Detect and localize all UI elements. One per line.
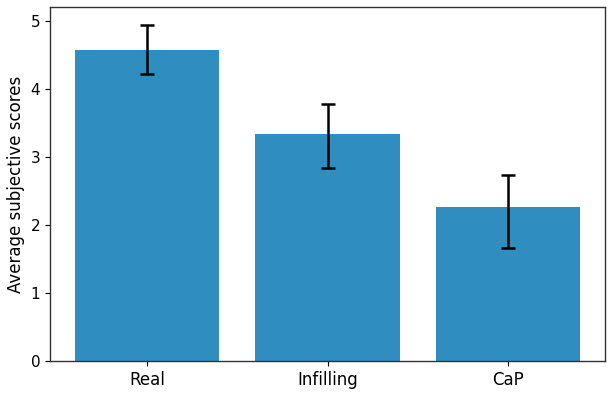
Bar xyxy=(75,50,219,361)
Bar xyxy=(255,134,400,361)
Bar xyxy=(436,207,580,361)
Y-axis label: Average subjective scores: Average subjective scores xyxy=(7,76,25,293)
